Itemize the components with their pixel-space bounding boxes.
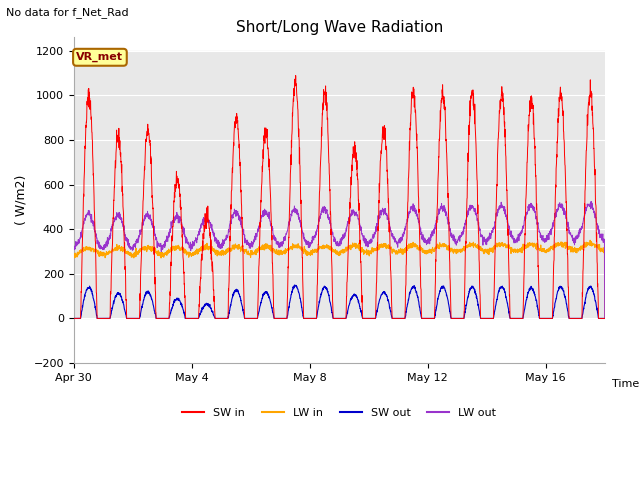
Y-axis label: ( W/m2): ( W/m2) <box>15 175 28 226</box>
X-axis label: Time: Time <box>612 379 639 389</box>
Text: No data for f_Net_Rad: No data for f_Net_Rad <box>6 7 129 18</box>
Legend: SW in, LW in, SW out, LW out: SW in, LW in, SW out, LW out <box>178 404 500 422</box>
Bar <box>74 51 605 318</box>
Text: VR_met: VR_met <box>76 52 124 62</box>
Title: Short/Long Wave Radiation: Short/Long Wave Radiation <box>236 20 443 35</box>
